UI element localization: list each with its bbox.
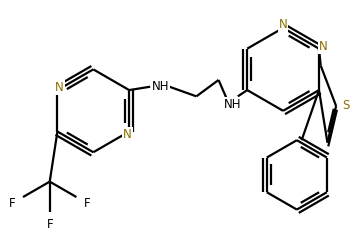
Text: N: N bbox=[55, 81, 64, 94]
Text: F: F bbox=[9, 197, 16, 210]
Text: N: N bbox=[279, 18, 287, 30]
Text: N: N bbox=[318, 40, 327, 53]
Text: F: F bbox=[84, 197, 91, 210]
Text: S: S bbox=[342, 100, 349, 112]
Text: N: N bbox=[123, 128, 132, 141]
Text: NH: NH bbox=[152, 80, 170, 93]
Text: NH: NH bbox=[224, 97, 242, 111]
Text: F: F bbox=[47, 219, 53, 231]
